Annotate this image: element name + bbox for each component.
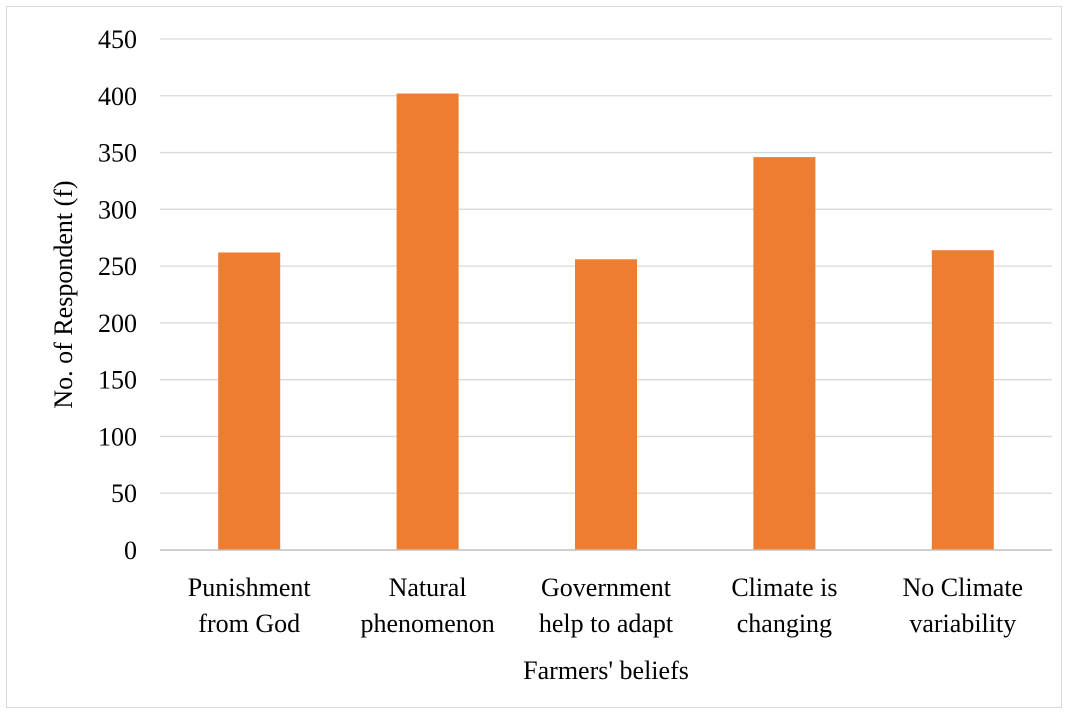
y-tick-label: 200 bbox=[98, 309, 137, 338]
y-tick-label: 350 bbox=[98, 139, 137, 168]
x-tick-label: Punishment from God bbox=[188, 573, 312, 638]
x-tick-label-line: help to adapt bbox=[539, 609, 674, 638]
x-tick-label-line: from God bbox=[198, 609, 300, 638]
x-tick-label-line: No Climate bbox=[903, 573, 1024, 602]
x-tick-labels: Punishment from God Natural phenomenon Gover… bbox=[188, 573, 1023, 638]
bars bbox=[218, 94, 994, 550]
x-tick-label: No Climate variability bbox=[903, 573, 1024, 638]
x-tick-label-line: Punishment bbox=[188, 573, 312, 602]
x-tick-label: Climate is changing bbox=[731, 573, 837, 638]
x-tick-label-line: variability bbox=[909, 609, 1016, 638]
bar-4 bbox=[932, 250, 994, 550]
bar-2 bbox=[575, 259, 637, 550]
y-tick-label: 400 bbox=[98, 82, 137, 111]
y-tick-label: 100 bbox=[98, 422, 137, 451]
y-tick-labels: 0 50 100 150 200 250 300 350 400 450 bbox=[98, 25, 137, 565]
x-tick-label-line: Climate is bbox=[731, 573, 837, 602]
bar-1 bbox=[397, 94, 459, 550]
x-tick-label: Government help to adapt bbox=[539, 573, 674, 638]
x-tick-label: Natural phenomenon bbox=[360, 573, 494, 638]
y-tick-label: 0 bbox=[124, 536, 137, 565]
bar-3 bbox=[753, 157, 815, 550]
y-axis-title: No. of Respondent (f) bbox=[49, 180, 78, 408]
x-tick-label-line: Government bbox=[541, 573, 672, 602]
y-tick-label: 50 bbox=[111, 479, 137, 508]
y-tick-label: 250 bbox=[98, 252, 137, 281]
x-axis-title: Farmers' beliefs bbox=[523, 656, 689, 685]
y-tick-label: 300 bbox=[98, 195, 137, 224]
x-tick-label-line: phenomenon bbox=[360, 609, 494, 638]
y-tick-label: 150 bbox=[98, 366, 137, 395]
x-tick-label-line: changing bbox=[737, 609, 832, 638]
y-tick-label: 450 bbox=[98, 25, 137, 54]
bar-0 bbox=[218, 252, 280, 550]
x-tick-label-line: Natural bbox=[389, 573, 467, 602]
